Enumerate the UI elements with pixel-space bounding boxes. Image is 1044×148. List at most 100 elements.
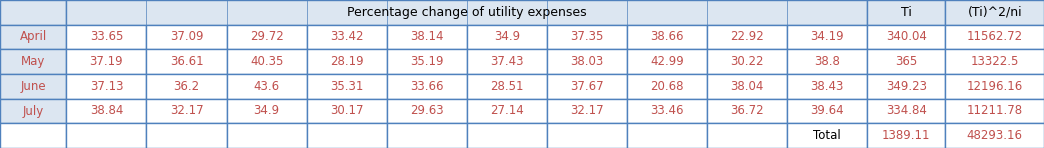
Text: 29.72: 29.72 (250, 30, 284, 44)
Bar (307, 123, 386, 148)
Text: 34.19: 34.19 (810, 30, 845, 44)
Bar (67, 0, 868, 25)
Text: 37.19: 37.19 (90, 55, 123, 68)
Text: April: April (20, 30, 47, 44)
Bar (227, 25, 307, 49)
Bar (386, 99, 467, 123)
Bar (0, 99, 67, 123)
Bar (386, 25, 467, 49)
Bar (707, 25, 787, 49)
Text: 30.22: 30.22 (731, 55, 764, 68)
Text: 11562.72: 11562.72 (967, 30, 1023, 44)
Text: 35.19: 35.19 (410, 55, 444, 68)
Bar (627, 99, 707, 123)
Bar (868, 49, 946, 74)
Bar (467, 25, 547, 49)
Bar (0, 49, 67, 74)
Bar (868, 123, 946, 148)
Bar (386, 49, 467, 74)
Text: 38.43: 38.43 (810, 80, 844, 93)
Bar (627, 49, 707, 74)
Bar (386, 123, 467, 148)
Bar (707, 49, 787, 74)
Text: 1389.11: 1389.11 (882, 129, 930, 142)
Bar (227, 123, 307, 148)
Text: 37.67: 37.67 (570, 80, 603, 93)
Bar (946, 25, 1044, 49)
Text: 34.9: 34.9 (494, 30, 520, 44)
Text: 38.66: 38.66 (650, 30, 684, 44)
Bar (707, 99, 787, 123)
Bar (547, 123, 627, 148)
Bar (946, 49, 1044, 74)
Text: 38.04: 38.04 (731, 80, 764, 93)
Bar (67, 25, 146, 49)
Bar (787, 25, 868, 49)
Text: 11211.78: 11211.78 (967, 104, 1023, 118)
Text: 43.6: 43.6 (254, 80, 280, 93)
Text: 27.14: 27.14 (490, 104, 524, 118)
Text: 33.42: 33.42 (330, 30, 363, 44)
Bar (67, 74, 146, 99)
Text: 13322.5: 13322.5 (971, 55, 1019, 68)
Text: 37.13: 37.13 (90, 80, 123, 93)
Text: 22.92: 22.92 (731, 30, 764, 44)
Text: 38.14: 38.14 (410, 30, 444, 44)
Bar (547, 99, 627, 123)
Text: 32.17: 32.17 (170, 104, 204, 118)
Bar (146, 25, 227, 49)
Text: Total: Total (813, 129, 841, 142)
Text: 36.72: 36.72 (731, 104, 764, 118)
Bar (627, 123, 707, 148)
Text: 33.66: 33.66 (410, 80, 444, 93)
Text: 365: 365 (896, 55, 918, 68)
Text: 38.03: 38.03 (570, 55, 603, 68)
Text: 12196.16: 12196.16 (967, 80, 1023, 93)
Text: 37.43: 37.43 (490, 55, 524, 68)
Bar (67, 49, 146, 74)
Bar (547, 25, 627, 49)
Bar (547, 74, 627, 99)
Bar (547, 49, 627, 74)
Bar (227, 74, 307, 99)
Bar (307, 25, 386, 49)
Text: 40.35: 40.35 (250, 55, 283, 68)
Bar (0, 25, 67, 49)
Bar (307, 74, 386, 99)
Text: 29.63: 29.63 (410, 104, 444, 118)
Text: 30.17: 30.17 (330, 104, 363, 118)
Text: 33.65: 33.65 (90, 30, 123, 44)
Bar (146, 99, 227, 123)
Text: Percentage change of utility expenses: Percentage change of utility expenses (347, 6, 587, 19)
Text: 35.31: 35.31 (330, 80, 363, 93)
Text: 32.17: 32.17 (570, 104, 603, 118)
Bar (0, 123, 67, 148)
Text: 38.8: 38.8 (814, 55, 840, 68)
Bar (307, 49, 386, 74)
Text: 20.68: 20.68 (650, 80, 684, 93)
Bar (946, 99, 1044, 123)
Text: 34.9: 34.9 (254, 104, 280, 118)
Text: 37.35: 37.35 (570, 30, 603, 44)
Text: 36.61: 36.61 (170, 55, 204, 68)
Text: July: July (23, 104, 44, 118)
Bar (868, 74, 946, 99)
Bar (787, 74, 868, 99)
Text: 28.19: 28.19 (330, 55, 363, 68)
Bar (467, 123, 547, 148)
Text: 33.46: 33.46 (650, 104, 684, 118)
Bar (627, 74, 707, 99)
Text: (Ti)^2/ni: (Ti)^2/ni (968, 6, 1022, 19)
Bar (868, 99, 946, 123)
Bar (787, 49, 868, 74)
Text: May: May (21, 55, 45, 68)
Bar (146, 74, 227, 99)
Text: June: June (21, 80, 46, 93)
Text: 37.09: 37.09 (170, 30, 204, 44)
Text: 42.99: 42.99 (650, 55, 684, 68)
Bar (146, 49, 227, 74)
Bar (946, 0, 1044, 25)
Bar (707, 123, 787, 148)
Text: 334.84: 334.84 (886, 104, 927, 118)
Bar (467, 74, 547, 99)
